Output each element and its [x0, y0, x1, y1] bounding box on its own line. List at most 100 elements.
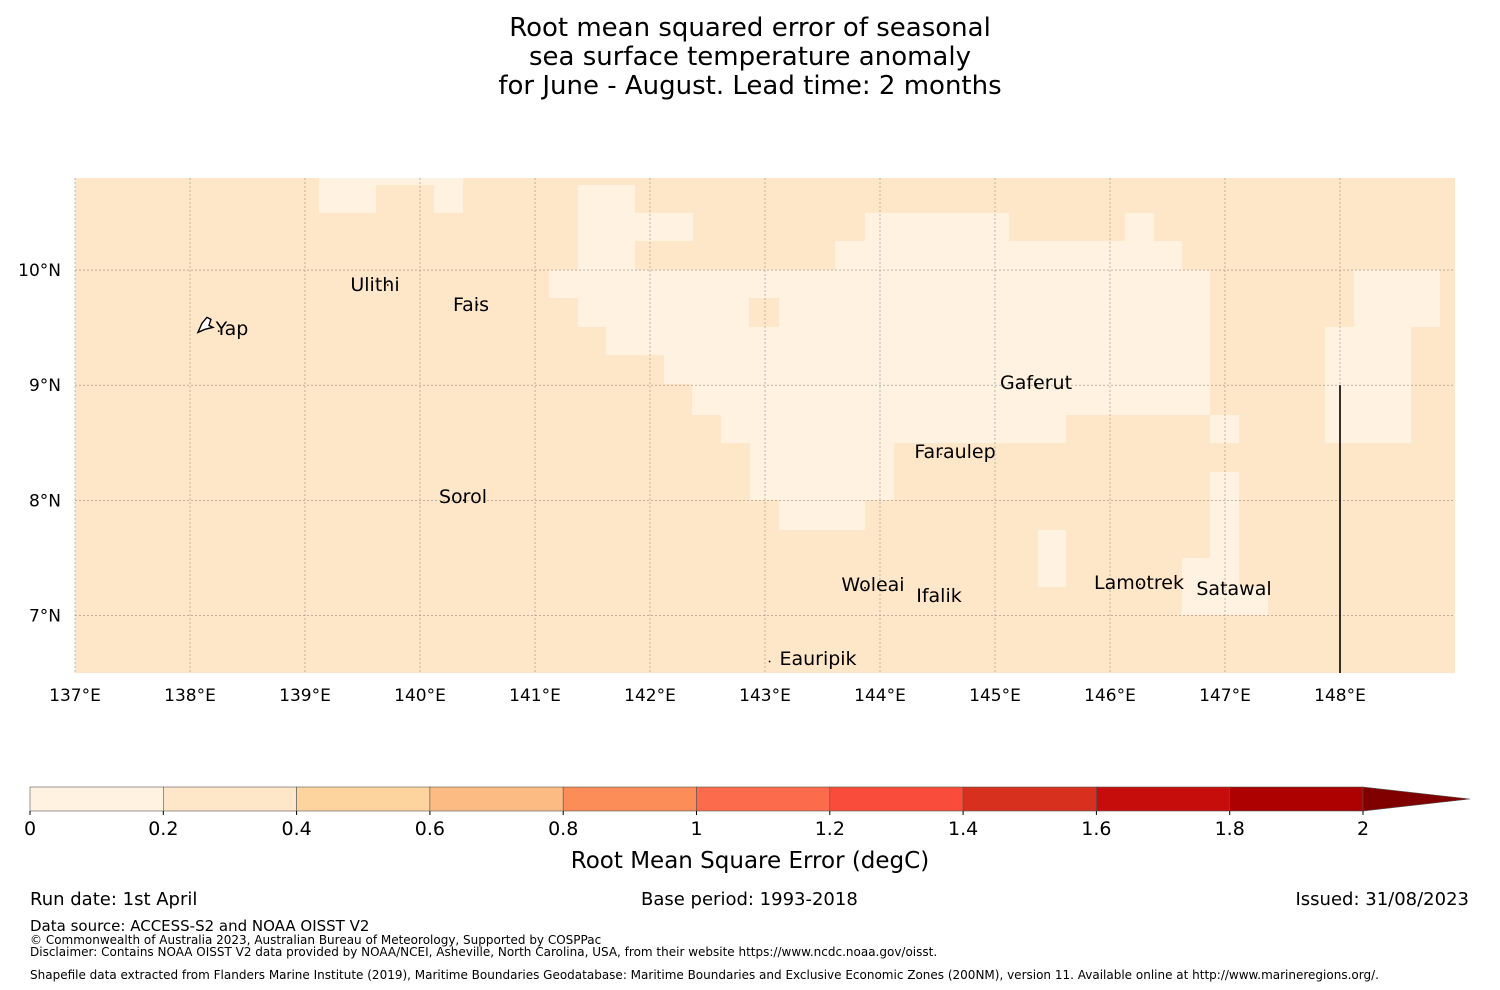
low-error-cell [578, 185, 635, 270]
base-period: Base period: 1993-2018 [641, 889, 858, 910]
lon-tick-label: 137°E [49, 686, 101, 706]
colorbar-tick-label: 0.8 [548, 818, 578, 840]
island-label: Eauripik [779, 648, 856, 670]
data-source: Data source: ACCESS-S2 and NOAA OISST V2 [30, 917, 370, 935]
disclaimer: Disclaimer: Contains NOAA OISST V2 data … [30, 945, 938, 959]
copyright: © Commonwealth of Australia 2023, Austra… [30, 933, 602, 947]
island-dot [1139, 583, 1141, 586]
island-dot [940, 453, 942, 456]
low-error-cell [1009, 241, 1125, 270]
colorbar: 0 0.2 0.4 0.6 0.8 1 1.2 1.4 1.6 1.8 2 Root Mean Squ… [24, 786, 1471, 874]
colorbar-segment [1096, 786, 1231, 812]
colorbar-segment [962, 786, 1097, 812]
colorbar-segment [296, 786, 431, 812]
lat-tick-label: 7°N [29, 606, 61, 626]
low-error-cell [779, 270, 1210, 327]
lon-tick-label: 148°E [1314, 686, 1366, 706]
low-error-cell [1038, 530, 1066, 587]
low-error-cell [749, 270, 779, 298]
island-label: Ifalik [916, 585, 962, 607]
lat-tick-label: 9°N [29, 376, 61, 396]
island-dot [936, 597, 939, 600]
lon-tick-label: 146°E [1084, 686, 1136, 706]
lat-tick-label: 10°N [18, 261, 61, 281]
colorbar-tick-label: 0 [24, 818, 36, 840]
island-dot [476, 303, 479, 306]
colorbar-extend-arrow [1362, 786, 1471, 812]
lon-tick-label: 142°E [624, 686, 676, 706]
lon-tick-label: 139°E [279, 686, 331, 706]
low-error-cell [1210, 415, 1239, 443]
yap-island-shape [196, 316, 215, 334]
low-error-cell [664, 355, 1066, 384]
lon-tick-label: 144°E [854, 686, 906, 706]
map-layer: 137°E 138°E 139°E 140°E 141°E 142°E 143°E 144°E… [18, 178, 1455, 706]
colorbar-tick-label: 0.4 [281, 818, 311, 840]
low-error-cell [1125, 213, 1154, 270]
island-label: Fais [453, 294, 489, 316]
title-line-1: Root mean squared error of seasonal [509, 13, 991, 43]
colorbar-tick-label: 1 [690, 818, 702, 840]
island-label: Ulithi [350, 274, 399, 296]
lon-tick-label: 141°E [509, 686, 561, 706]
low-error-cell [606, 327, 1066, 355]
low-error-cell [721, 415, 1066, 443]
low-error-cell [319, 178, 376, 213]
low-error-cell [1066, 327, 1210, 415]
low-error-cell [376, 178, 434, 185]
island-dot [768, 660, 771, 663]
island-dot [1035, 384, 1038, 387]
low-error-cell [635, 213, 693, 241]
low-error-cell [779, 500, 865, 530]
colorbar-tick-label: 1.4 [948, 818, 978, 840]
island-label: Woleai [841, 574, 904, 596]
colorbar-tick-label: 0.2 [148, 818, 178, 840]
issued-date: Issued: 31/08/2023 [1295, 889, 1469, 910]
colorbar-tick-label: 1.2 [815, 818, 845, 840]
island-label: Gaferut [1000, 372, 1072, 394]
colorbar-tick-label: 2 [1357, 818, 1369, 840]
title-line-3: for June - August. Lead time: 2 months [498, 71, 1002, 101]
low-error-cell [1182, 558, 1239, 615]
colorbar-segment [429, 786, 564, 812]
low-error-cell [578, 298, 749, 327]
colorbar-tick-label: 0.6 [415, 818, 445, 840]
title-line-2: sea surface temperature anomaly [529, 42, 971, 72]
lat-tick-label: 8°N [29, 491, 61, 511]
island-label: Yap [215, 318, 249, 340]
lon-tick-label: 138°E [164, 686, 216, 706]
map-title: Root mean squared error of seasonal sea … [0, 14, 1500, 101]
colorbar-segment [696, 786, 831, 812]
shapefile-credit: Shapefile data extracted from Flanders M… [30, 968, 1379, 982]
colorbar-tick-label: 1.6 [1081, 818, 1111, 840]
low-error-cell [1354, 270, 1440, 327]
low-error-cell [692, 384, 1066, 415]
island-dot [1228, 589, 1231, 592]
island-dot [386, 284, 389, 286]
colorbar-segment [163, 786, 297, 812]
run-date: Run date: 1st April [30, 889, 198, 910]
lon-tick-label: 140°E [394, 686, 446, 706]
island-label: Lamotrek [1094, 572, 1184, 594]
lon-tick-label: 143°E [739, 686, 791, 706]
low-error-cell [750, 443, 894, 500]
low-error-cell [1154, 241, 1182, 270]
colorbar-segment [562, 786, 697, 812]
lon-tick-label: 145°E [969, 686, 1021, 706]
colorbar-segment [1229, 786, 1364, 812]
low-error-cell [835, 241, 1009, 270]
island-dot [864, 586, 866, 589]
colorbar-tick-label: 1.8 [1215, 818, 1245, 840]
colorbar-label: Root Mean Square Error (degC) [571, 848, 929, 874]
island-label: Satawal [1196, 578, 1271, 600]
island-dot [462, 499, 465, 502]
low-error-cell [549, 270, 749, 298]
island-label: Sorol [439, 486, 487, 508]
lon-tick-label: 147°E [1199, 686, 1251, 706]
low-error-cell [1210, 472, 1239, 558]
colorbar-segment [29, 786, 164, 812]
island-dot [217, 330, 220, 333]
low-error-cell [1239, 587, 1268, 615]
colorbar-segment [829, 786, 964, 812]
